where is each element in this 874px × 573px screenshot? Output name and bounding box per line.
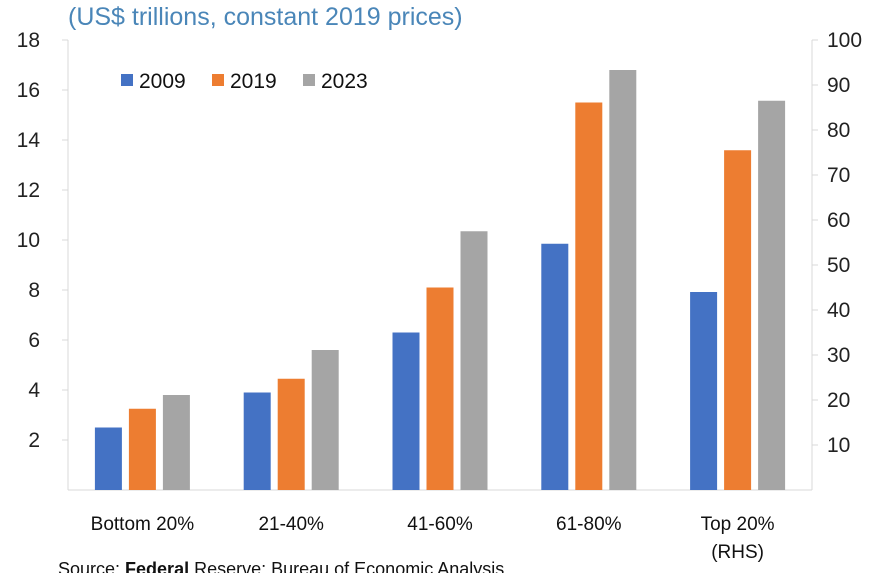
source-note: Source: Federal Reserve; Bureau of Econo…: [58, 559, 504, 573]
legend-swatch-2009: [121, 74, 133, 86]
bar-2019-2: [426, 287, 454, 490]
bars: [94, 70, 786, 490]
bar-2023-2: [460, 231, 488, 490]
legend-label-2009: 2009: [139, 70, 186, 93]
right-tick-label: 80: [827, 119, 850, 142]
left-tick-label: 18: [17, 29, 40, 52]
bar-2009-0: [94, 427, 122, 490]
legend-swatch-2023: [303, 74, 315, 86]
right-tick-label: 20: [827, 389, 850, 412]
legend: 2009 2019 2023: [121, 70, 368, 93]
bar-2009-1: [243, 392, 271, 490]
left-tick-label: 8: [28, 279, 40, 302]
source-bold: Federal: [125, 559, 189, 573]
left-tick-label: 16: [17, 79, 40, 102]
bar-2019-1: [277, 378, 305, 490]
bar-2023-0: [162, 395, 190, 490]
left-tick-label: 6: [28, 329, 40, 352]
bar-2023-3: [609, 70, 637, 490]
legend-swatch-2019: [212, 74, 224, 86]
left-tick-label: 14: [17, 129, 41, 152]
left-tick-label: 4: [28, 379, 40, 402]
category-label: 21-40%: [258, 514, 324, 535]
right-tick-label: 50: [827, 254, 850, 277]
left-tick-label: 10: [17, 229, 40, 252]
right-tick-label: 70: [827, 164, 850, 187]
right-tick-label: 30: [827, 344, 850, 367]
left-tick-label: 2: [28, 429, 40, 452]
bar-2009-4: [690, 292, 718, 490]
bar-2019-0: [128, 408, 156, 490]
right-tick-label: 10: [827, 434, 850, 457]
right-tick-label: 90: [827, 74, 850, 97]
bar-2009-2: [392, 332, 420, 490]
category-labels: Bottom 20% 21-40% 41-60% 61-80% Top 20% (RHS): [91, 514, 775, 563]
category-label-second-line: (RHS): [711, 542, 764, 563]
right-axis: 10 20 30 40 50 60 70 80 90 100: [812, 29, 862, 457]
legend-label-2019: 2019: [230, 70, 277, 93]
legend-label-2023: 2023: [321, 70, 368, 93]
right-tick-label: 100: [827, 29, 862, 52]
bar-2023-4: [758, 100, 786, 490]
bar-2019-4: [724, 150, 752, 490]
bar-2023-1: [311, 350, 339, 490]
right-tick-label: 60: [827, 209, 850, 232]
left-tick-label: 12: [17, 179, 40, 202]
category-label: 41-60%: [407, 514, 473, 535]
left-axis: 2 4 6 8 10 12 14 16 18: [17, 29, 68, 452]
source-prefix: Source:: [58, 559, 125, 573]
bar-2019-3: [575, 102, 603, 490]
right-tick-label: 40: [827, 299, 850, 322]
category-label: Top 20%: [701, 514, 775, 535]
source-rest: Reserve; Bureau of Economic Analysis: [189, 559, 504, 573]
chart-subtitle: (US$ trillions, constant 2019 prices): [68, 3, 463, 31]
category-label: Bottom 20%: [91, 514, 195, 535]
category-label: 61-80%: [556, 514, 622, 535]
bar-2009-3: [541, 243, 569, 490]
